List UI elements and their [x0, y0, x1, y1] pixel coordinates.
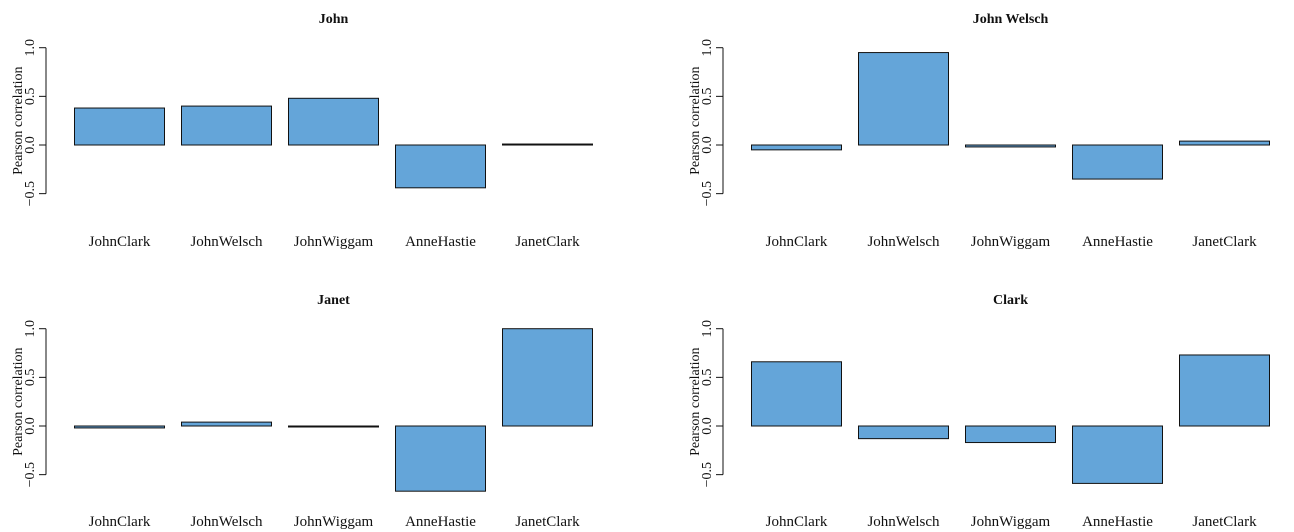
- y-tick-label: 1.0: [23, 320, 38, 338]
- x-category-label: AnneHastie: [405, 234, 476, 250]
- y-tick-label: 0.0: [700, 136, 715, 154]
- y-tick-label: 1.0: [23, 39, 38, 57]
- y-tick-label: −0.5: [23, 462, 38, 487]
- bar-JanetClark: [502, 143, 593, 146]
- x-category-label: JohnWiggam: [971, 514, 1051, 530]
- x-category-label: JohnClark: [89, 514, 151, 530]
- x-category-label: JanetClark: [1192, 514, 1257, 530]
- y-tick-label: 0.5: [23, 369, 38, 387]
- bar-AnneHastie: [395, 144, 486, 189]
- y-tick-label: 1.0: [700, 39, 715, 57]
- bar-JohnWiggam: [965, 425, 1056, 444]
- chart-panel-0: John −0.5 0.0 0.5 1.0 Pearson correlation John…: [11, 12, 593, 250]
- chart-title: Clark: [993, 293, 1028, 308]
- chart-panel-1: John Welsch −0.5 0.0 0.5 1.0 Pearson correlat…: [688, 12, 1270, 250]
- x-category-label: JohnWiggam: [294, 234, 374, 250]
- bar-JanetClark: [1179, 140, 1270, 146]
- chart-panel-3: Clark −0.5 0.0 0.5 1.0 Pearson correlation Joh…: [688, 293, 1270, 530]
- x-category-label: JohnWelsch: [867, 514, 940, 530]
- x-category-label: JohnWelsch: [190, 514, 263, 530]
- x-category-label: JohnWiggam: [294, 514, 374, 530]
- x-category-label: AnneHastie: [1082, 514, 1153, 530]
- bar-AnneHastie: [1072, 425, 1163, 484]
- chart-title: John Welsch: [973, 12, 1049, 27]
- y-tick-label: 1.0: [700, 320, 715, 338]
- y-tick-label: −0.5: [23, 181, 38, 206]
- y-tick-label: 0.5: [23, 88, 38, 106]
- bar-JohnClark: [751, 361, 842, 427]
- x-category-label: JohnWelsch: [190, 234, 263, 250]
- chart-title: Janet: [317, 293, 350, 308]
- bar-JohnClark: [751, 144, 842, 151]
- bar-JohnClark: [74, 425, 165, 429]
- y-tick-label: −0.5: [700, 462, 715, 487]
- bar-AnneHastie: [1072, 144, 1163, 180]
- chart-title: John: [319, 12, 349, 27]
- y-axis-label: Pearson correlation: [688, 66, 703, 174]
- y-tick-label: −0.5: [700, 181, 715, 206]
- x-category-label: JohnClark: [766, 234, 828, 250]
- x-category-label: JohnWiggam: [971, 234, 1051, 250]
- y-axis-label: Pearson correlation: [688, 347, 703, 455]
- x-category-label: JohnClark: [766, 514, 828, 530]
- x-category-label: AnneHastie: [1082, 234, 1153, 250]
- bar-JohnWelsch: [858, 425, 949, 440]
- bar-JohnWiggam: [288, 425, 379, 428]
- x-category-label: JohnClark: [89, 234, 151, 250]
- bar-JohnWelsch: [181, 421, 272, 427]
- x-category-label: JanetClark: [515, 234, 580, 250]
- x-category-label: JohnWelsch: [867, 234, 940, 250]
- y-tick-label: 0.0: [23, 417, 38, 435]
- bar-JohnWelsch: [181, 105, 272, 146]
- y-tick-label: 0.0: [23, 136, 38, 154]
- bar-JohnWelsch: [858, 52, 949, 146]
- x-category-label: JanetClark: [1192, 234, 1257, 250]
- bar-JanetClark: [1179, 354, 1270, 427]
- bar-AnneHastie: [395, 425, 486, 492]
- bar-JanetClark: [502, 328, 593, 427]
- y-axis-label: Pearson correlation: [11, 66, 26, 174]
- x-category-label: AnneHastie: [405, 514, 476, 530]
- y-tick-label: 0.5: [700, 88, 715, 106]
- x-category-label: JanetClark: [515, 514, 580, 530]
- chart-panel-2: Janet −0.5 0.0 0.5 1.0 Pearson correlation Joh…: [11, 293, 593, 530]
- y-tick-label: 0.5: [700, 369, 715, 387]
- bar-JohnClark: [74, 107, 165, 146]
- y-tick-label: 0.0: [700, 417, 715, 435]
- y-axis-label: Pearson correlation: [11, 347, 26, 455]
- bar-JohnWiggam: [288, 97, 379, 146]
- bar-JohnWiggam: [965, 144, 1056, 148]
